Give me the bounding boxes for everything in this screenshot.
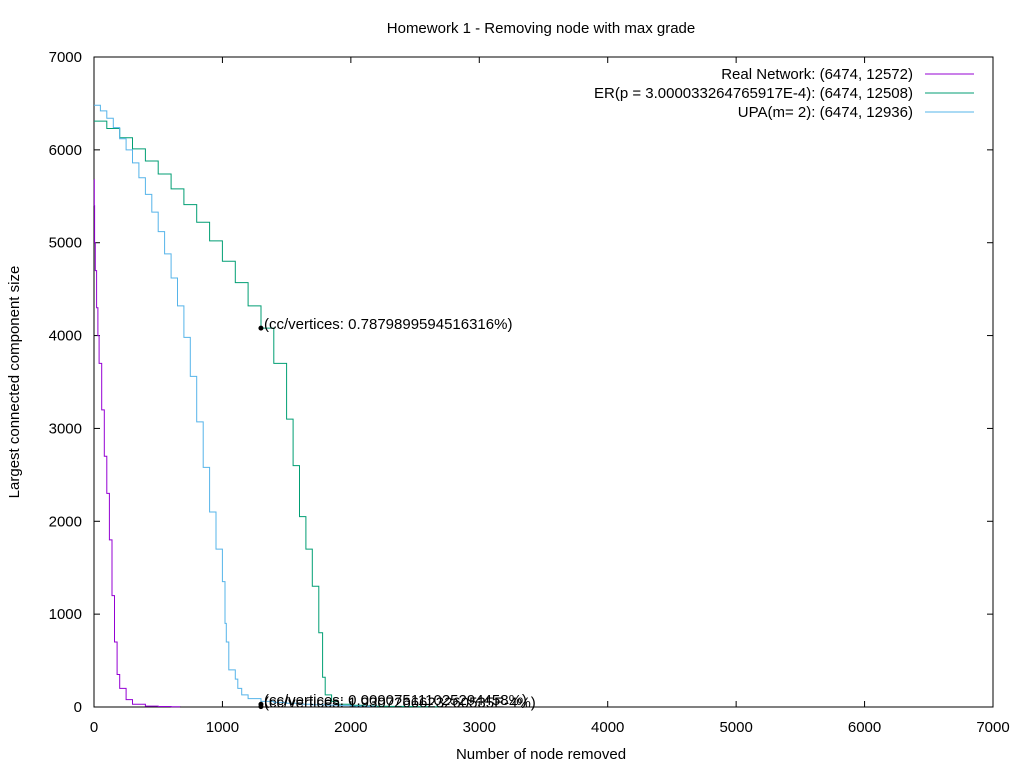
y-tick-label: 3000 <box>49 420 82 437</box>
y-tick-label: 5000 <box>49 235 82 252</box>
y-tick-label: 1000 <box>49 606 82 623</box>
x-tick-label: 4000 <box>591 719 624 736</box>
legend-label: UPA(m= 2): (6474, 12936) <box>738 104 913 121</box>
plot-frame <box>93 56 994 708</box>
y-tick-label: 4000 <box>49 328 82 345</box>
annotation-label: (cc/vertices: 1.9307266623260535E-4%) <box>264 695 536 712</box>
chart-title: Homework 1 - Removing node with max grad… <box>387 20 695 37</box>
series-line-0 <box>93 179 181 708</box>
x-tick-label: 6000 <box>848 719 881 736</box>
x-tick-label: 7000 <box>976 719 1009 736</box>
series-group <box>93 104 441 708</box>
annotation-label: (cc/vertices: 0.009075111025294458%) <box>264 692 527 709</box>
series-line-2 <box>94 104 377 707</box>
y-tick-label: 6000 <box>49 142 82 159</box>
x-axis-label: Number of node removed <box>456 746 626 763</box>
x-tick-label: 2000 <box>334 719 367 736</box>
y-axis: 0 1000 2000 3000 4000 5000 6000 7000 <box>49 49 993 716</box>
legend-label: Real Network: (6474, 12572) <box>721 66 913 83</box>
annotation-label: (cc/vertices: 0.7879899594516316%) <box>264 316 513 333</box>
annotation-group: (cc/vertices: 0.7879899594516316%) (cc/ve… <box>258 316 536 712</box>
y-tick-label: 2000 <box>49 513 82 530</box>
y-tick-label: 0 <box>74 699 82 716</box>
x-tick-label: 5000 <box>719 719 752 736</box>
x-tick-label: 1000 <box>206 719 239 736</box>
x-tick-label: 3000 <box>463 719 496 736</box>
series-line-1 <box>94 120 441 708</box>
y-tick-label: 7000 <box>49 49 82 66</box>
legend: Real Network: (6474, 12572) ER(p = 3.0000… <box>594 66 974 121</box>
legend-label: ER(p = 3.000033264765917E-4): (6474, 125… <box>594 85 913 102</box>
annotation-point <box>258 325 264 331</box>
y-axis-label: Largest connected component size <box>6 266 23 499</box>
x-axis: 0 1000 2000 3000 4000 5000 6000 7000 <box>90 57 1010 736</box>
annotation-point <box>258 704 264 710</box>
x-tick-label: 0 <box>90 719 98 736</box>
